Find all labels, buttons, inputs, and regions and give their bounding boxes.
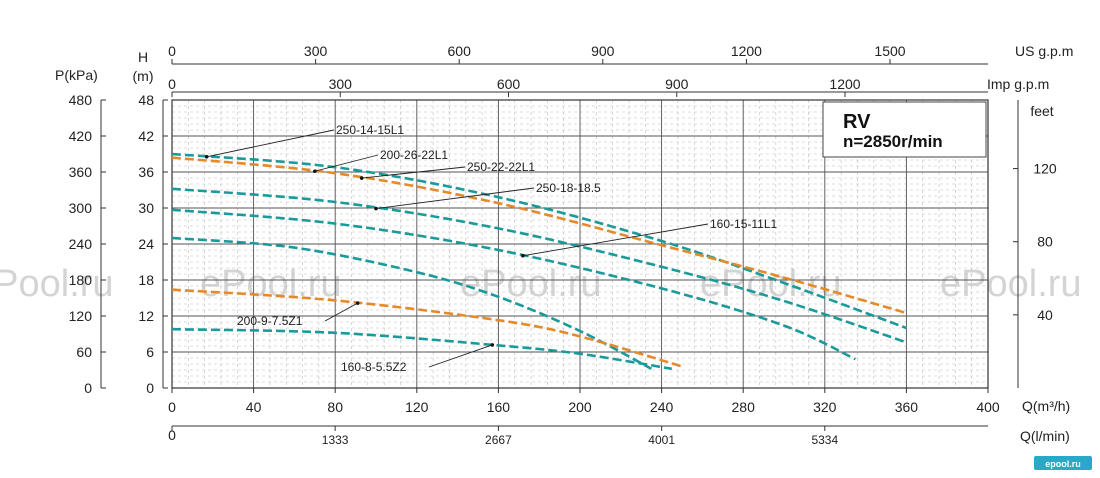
- x-tick-label: 160: [487, 399, 511, 415]
- curve-label: 200-9-7.5Z1: [237, 314, 303, 328]
- p-tick-label: 360: [69, 164, 93, 180]
- lpm-tick-label: 2667: [485, 433, 512, 447]
- x-tick-label: 120: [405, 399, 429, 415]
- feet-tick-label: 80: [1037, 234, 1053, 250]
- x-tick-label: 200: [568, 399, 592, 415]
- leader-dot: [359, 176, 364, 180]
- chart-axes: 0 40 80 120 160 200 240 280 320 360 400 Q(m³/h)0 133…: [55, 43, 1073, 447]
- watermark-text: ePool.ru: [700, 263, 842, 305]
- curve-250-14-15l1: [171, 152, 907, 330]
- leader-line: [314, 154, 379, 172]
- imp-gpm-tick-label: 300: [329, 76, 353, 92]
- x-tick-label: 240: [650, 399, 674, 415]
- imp-gpm-tick-label: 600: [497, 76, 521, 92]
- x-tick-label: 280: [732, 399, 756, 415]
- curve-label: 250-22-22L1: [467, 160, 535, 174]
- curve-label: 250-18-18.5: [536, 181, 601, 195]
- leader-dot: [355, 301, 360, 305]
- leader-dot: [313, 169, 317, 174]
- feet-tick-label: 40: [1037, 307, 1053, 323]
- h-tick-label: 18: [138, 272, 154, 288]
- x-tick-label: 400: [976, 399, 1000, 415]
- p-tick-label: 300: [69, 200, 93, 216]
- p-tick-label: 480: [69, 92, 93, 108]
- curve-label: 160-15-11L1: [710, 217, 777, 231]
- h-tick-label: 30: [138, 200, 154, 216]
- leader-dot: [490, 343, 495, 347]
- x-tick-label: 320: [813, 399, 837, 415]
- us-gpm-tick-label: 0: [168, 43, 176, 59]
- leader-line: [428, 344, 493, 368]
- h-axis-title: H: [138, 49, 148, 65]
- leader-dot: [204, 155, 209, 159]
- curve-200-9-7-5z1: [171, 288, 683, 368]
- imp-gpm-tick-label: 1200: [829, 76, 860, 92]
- feet-tick-label: 120: [1033, 161, 1057, 177]
- lpm-tick-label: 4001: [648, 433, 675, 447]
- curve-label: 160-8-5.5Z2: [341, 360, 407, 374]
- h-tick-label: 24: [138, 236, 154, 252]
- logo-text: epool.ru: [1045, 459, 1081, 469]
- x-tick-label: 80: [327, 399, 343, 415]
- leader-line: [206, 129, 335, 158]
- us-gpm-tick-label: 300: [304, 43, 328, 59]
- lpm-tick-label: 0: [168, 427, 176, 443]
- h-axis-unit: (m): [133, 68, 154, 84]
- h-tick-label: 0: [146, 380, 154, 396]
- curve-160-15-11l1: [171, 236, 653, 370]
- x-tick-label: 360: [895, 399, 919, 415]
- x-axis-title: Q(m³/h): [1022, 398, 1070, 414]
- curve-200-26-22l1: [171, 156, 907, 315]
- curve-label: 200-26-22L1: [380, 148, 448, 162]
- chart-annotations: 250-14-15L1 200-26-22L1 250-22-22L1250-18-…: [204, 123, 777, 374]
- p-tick-label: 120: [69, 308, 93, 324]
- h-tick-label: 6: [146, 344, 154, 360]
- leader-line: [324, 302, 358, 322]
- h-tick-label: 12: [138, 308, 154, 324]
- us-gpm-tick-label: 1500: [874, 43, 905, 59]
- us-gpm-tick-label: 900: [591, 43, 615, 59]
- leader-dot: [374, 206, 378, 211]
- lpm-axis-title: Q(l/min): [1020, 428, 1070, 444]
- imp-gpm-axis-title: Imp g.p.m: [987, 76, 1049, 92]
- curve-160-8-5-5z2: [171, 327, 673, 371]
- lpm-tick-label: 5334: [811, 433, 838, 447]
- x-tick-label: 40: [246, 399, 262, 415]
- p-tick-label: 180: [69, 272, 93, 288]
- leader-line: [375, 187, 535, 210]
- watermark-text: ePool.ru: [940, 263, 1082, 305]
- p-tick-label: 240: [69, 236, 93, 252]
- h-tick-label: 48: [138, 92, 154, 108]
- imp-gpm-tick-label: 0: [168, 76, 176, 92]
- p-tick-label: 60: [76, 344, 92, 360]
- lpm-tick-label: 1333: [322, 433, 349, 447]
- p-tick-label: 0: [84, 380, 92, 396]
- p-tick-label: 420: [69, 128, 93, 144]
- chart-series: [171, 152, 907, 371]
- logo: epool.ru: [1034, 456, 1092, 470]
- us-gpm-tick-label: 1200: [731, 43, 762, 59]
- imp-gpm-tick-label: 900: [665, 76, 689, 92]
- curve-label: 250-14-15L1: [336, 123, 404, 137]
- us-gpm-tick-label: 600: [448, 43, 472, 59]
- p-axis-title: P(kPa): [55, 67, 98, 83]
- title-box: RV n=2850r/min: [822, 101, 987, 158]
- chart-title: RV: [843, 111, 871, 133]
- curve-250-18-18-5: [171, 208, 856, 361]
- leader-line: [522, 223, 709, 257]
- watermark-text: ePool.ru: [0, 263, 114, 305]
- chart-subtitle: n=2850r/min: [843, 132, 943, 151]
- leader-line: [361, 166, 466, 179]
- feet-axis-title: feet: [1030, 103, 1053, 119]
- h-tick-label: 36: [138, 164, 154, 180]
- us-gpm-axis-title: US g.p.m: [1015, 43, 1073, 59]
- leader-dot: [521, 253, 525, 258]
- h-tick-label: 42: [138, 128, 154, 144]
- x-tick-label: 0: [168, 399, 176, 415]
